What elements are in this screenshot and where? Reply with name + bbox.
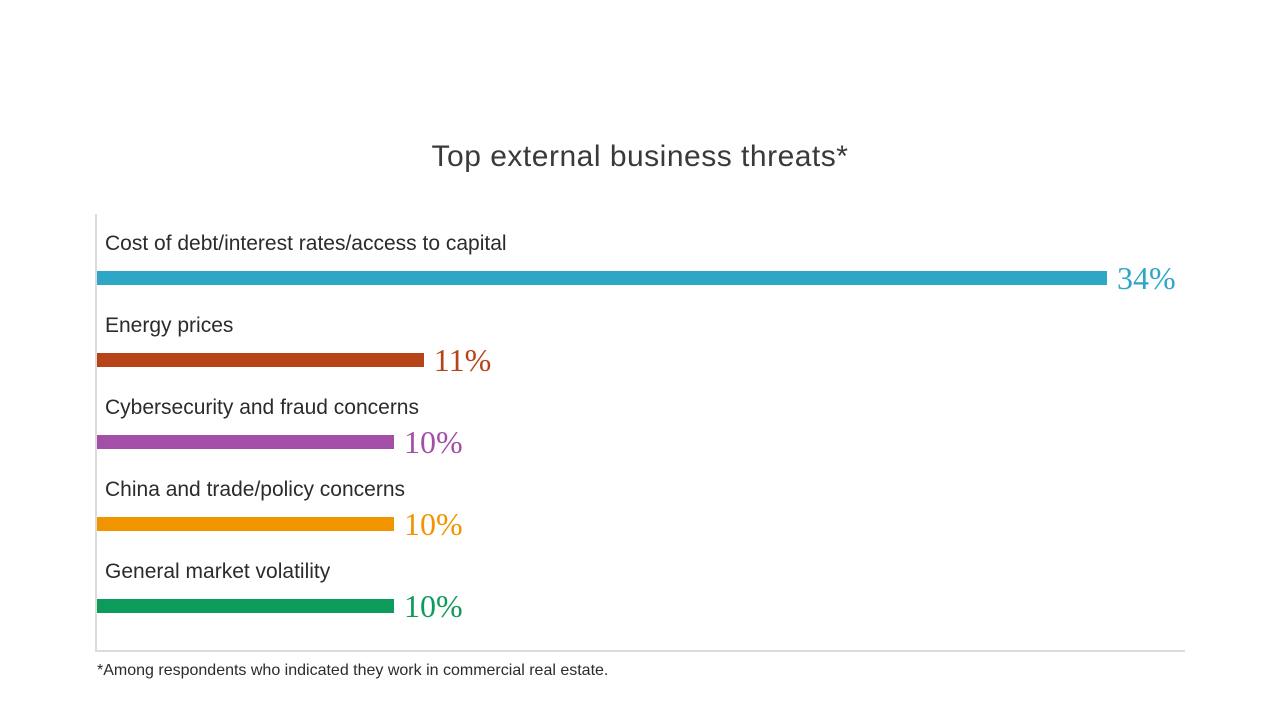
bar-value: 10% — [404, 426, 463, 458]
bar — [97, 353, 424, 367]
bar-row: General market volatility 10% — [97, 560, 1185, 622]
bar-label: Cost of debt/interest rates/access to ca… — [97, 232, 1185, 256]
bar-value: 10% — [404, 508, 463, 540]
chart-footnote: *Among respondents who indicated they wo… — [95, 662, 1185, 680]
bar — [97, 517, 394, 531]
bar-value: 34% — [1117, 262, 1176, 294]
bar — [97, 599, 394, 613]
bar-row: Cybersecurity and fraud concerns 10% — [97, 396, 1185, 458]
bar-label: Cybersecurity and fraud concerns — [97, 396, 1185, 420]
bar-line: 10% — [97, 426, 1185, 458]
bar-label: Energy prices — [97, 314, 1185, 338]
bar-line: 10% — [97, 508, 1185, 540]
bar — [97, 435, 394, 449]
bar-label: China and trade/policy concerns — [97, 478, 1185, 502]
bar-line: 10% — [97, 590, 1185, 622]
bar-line: 34% — [97, 262, 1185, 294]
chart-plot-area: Cost of debt/interest rates/access to ca… — [95, 214, 1185, 652]
bar — [97, 271, 1107, 285]
bar-row: Cost of debt/interest rates/access to ca… — [97, 232, 1185, 294]
threats-bar-chart: Top external business threats* Cost of d… — [95, 140, 1185, 680]
bar-row: Energy prices 11% — [97, 314, 1185, 376]
bar-value: 11% — [434, 344, 491, 376]
bar-label: General market volatility — [97, 560, 1185, 584]
bar-line: 11% — [97, 344, 1185, 376]
bar-value: 10% — [404, 590, 463, 622]
bar-row: China and trade/policy concerns 10% — [97, 478, 1185, 540]
chart-title: Top external business threats* — [95, 140, 1185, 174]
